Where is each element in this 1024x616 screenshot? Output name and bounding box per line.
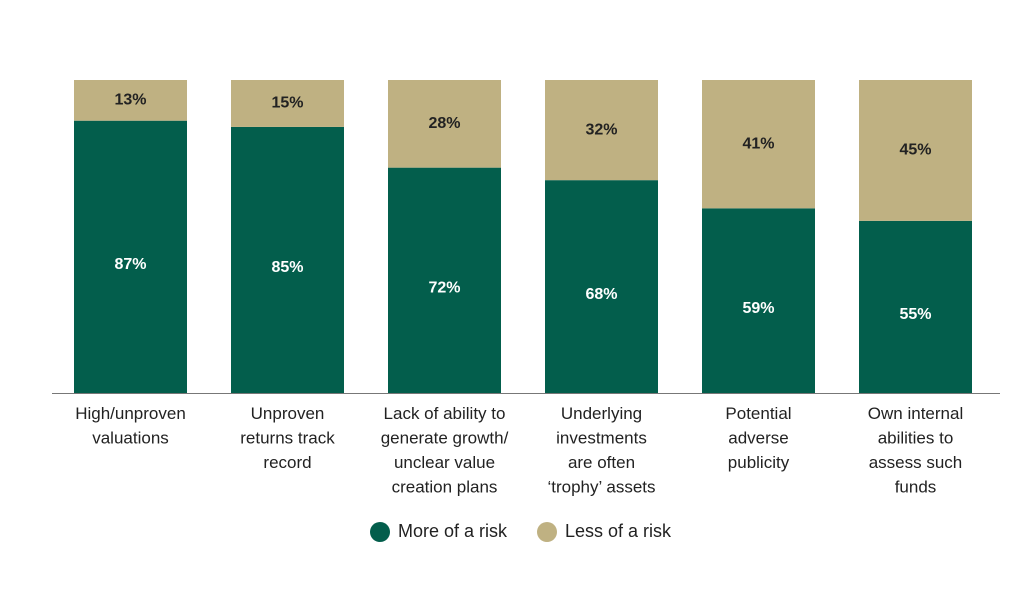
bar-segment bbox=[702, 208, 815, 393]
bar-segment bbox=[545, 80, 658, 181]
value-label: 59% bbox=[742, 300, 774, 317]
value-label: 15% bbox=[271, 95, 303, 112]
value-label: 41% bbox=[742, 135, 774, 152]
x-tick-label-line: Underlying bbox=[561, 404, 642, 423]
x-tick-label-line: record bbox=[263, 453, 311, 472]
bar-segment bbox=[388, 80, 501, 168]
x-tick-label-line: are often bbox=[568, 453, 635, 472]
x-tick-label-line: High/unproven bbox=[75, 404, 186, 423]
x-tick-label-line: Unproven bbox=[251, 404, 325, 423]
bar-segment bbox=[74, 120, 187, 393]
x-tick-label-line: investments bbox=[556, 429, 647, 448]
x-tick-label-line: Own internal bbox=[868, 404, 963, 423]
bar-segment bbox=[859, 220, 972, 393]
value-label: 28% bbox=[428, 115, 460, 132]
x-tick-label-line: ‘trophy’ assets bbox=[547, 478, 655, 497]
x-tick-label-line: publicity bbox=[728, 453, 790, 472]
x-tick-label-line: Lack of ability to bbox=[384, 404, 506, 423]
x-tick-label-line: abilities to bbox=[878, 429, 954, 448]
legend-marker bbox=[370, 522, 390, 542]
x-tick-label-line: valuations bbox=[92, 429, 169, 448]
legend-marker bbox=[537, 522, 557, 542]
legend-label: More of a risk bbox=[398, 521, 508, 541]
bar-segment bbox=[231, 126, 344, 393]
x-tick-label: High/unproven valuations bbox=[75, 404, 186, 448]
value-label: 87% bbox=[114, 256, 146, 273]
value-label: 85% bbox=[271, 259, 303, 276]
legend-label: Less of a risk bbox=[565, 521, 672, 541]
value-label: 13% bbox=[114, 92, 146, 109]
x-tick-label-line: funds bbox=[895, 478, 937, 497]
bar-segment bbox=[74, 80, 187, 121]
value-label: 32% bbox=[585, 121, 617, 138]
x-tick-label: Own internal abilities to assess such funds bbox=[868, 404, 963, 497]
bar-segment bbox=[702, 80, 815, 209]
bar-segment bbox=[231, 80, 344, 127]
value-label: 68% bbox=[585, 286, 617, 303]
x-tick-label-line: Potential bbox=[725, 404, 791, 423]
x-tick-label: Potential adverse publicity bbox=[725, 404, 791, 472]
value-label: 55% bbox=[899, 306, 931, 323]
bar-segment bbox=[388, 167, 501, 393]
x-tick-label: Underlying investments are often ‘trophy’ a… bbox=[547, 404, 655, 497]
x-tick-label: Unproven returns track record bbox=[240, 404, 335, 472]
x-tick-label-line: assess such bbox=[869, 453, 963, 472]
bar-segment bbox=[545, 180, 658, 393]
bar-segment bbox=[859, 80, 972, 221]
x-tick-label: Lack of ability to generate growth/unclea… bbox=[381, 404, 509, 497]
x-tick-label-line: unclear value bbox=[394, 453, 495, 472]
value-label: 72% bbox=[428, 280, 460, 297]
x-tick-label-line: generate growth/ bbox=[381, 429, 509, 448]
x-tick-label-line: returns track bbox=[240, 429, 335, 448]
value-label: 45% bbox=[899, 142, 931, 159]
x-tick-label-line: adverse bbox=[728, 429, 788, 448]
x-tick-label-line: creation plans bbox=[392, 478, 498, 497]
